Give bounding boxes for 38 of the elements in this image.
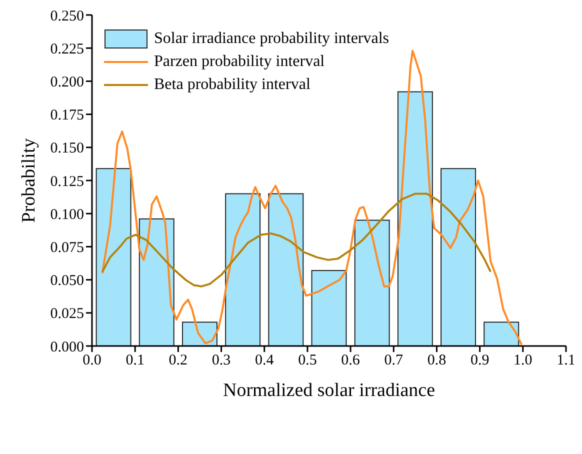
x-tick-label: 0.7 [384,352,404,369]
legend-label: Beta probability interval [154,75,310,95]
line-series [101,192,492,288]
bar [311,270,347,346]
y-axis-title: Probability [18,138,40,223]
line-series [101,50,523,346]
y-tick-label: 0.075 [50,240,84,256]
x-tick-label: 0.8 [427,352,446,369]
y-tick-label: 0.025 [50,306,84,322]
x-tick-label: 0.9 [470,352,490,369]
y-tick-label: 0.225 [50,41,84,58]
x-tick-label: 0.6 [341,352,360,369]
bar [138,218,174,346]
x-tick-label: 1.0 [514,352,532,369]
x-tick-label: 0.0 [82,352,102,369]
y-tick-label: 0.150 [50,140,84,157]
bar [96,168,132,346]
x-tick-label: 0.1 [126,352,144,369]
y-tick-label: 0.000 [50,339,84,356]
y-tick-label: 0.250 [50,8,84,24]
y-tick-label: 0.100 [50,206,84,223]
x-tick-label: 0.3 [212,352,231,369]
bar [225,193,261,346]
bar [484,322,520,346]
bar [268,193,304,346]
x-tick-label: 0.5 [298,352,317,369]
bar [354,220,390,346]
x-tick-label: 0.2 [168,352,188,369]
x-tick-label: 0.4 [254,352,274,369]
y-tick-label: 0.050 [50,273,84,290]
y-tick-label: 0.200 [50,74,84,91]
bar [440,168,476,346]
x-axis-title: Normalized solar irradiance [222,380,436,401]
y-tick-label: 0.125 [50,174,84,190]
legend-label: Solar irradiance probability intervals [154,29,390,49]
legend-label: Parzen probability interval [154,52,325,72]
y-tick-label: 0.175 [50,108,84,124]
bar [397,91,433,346]
